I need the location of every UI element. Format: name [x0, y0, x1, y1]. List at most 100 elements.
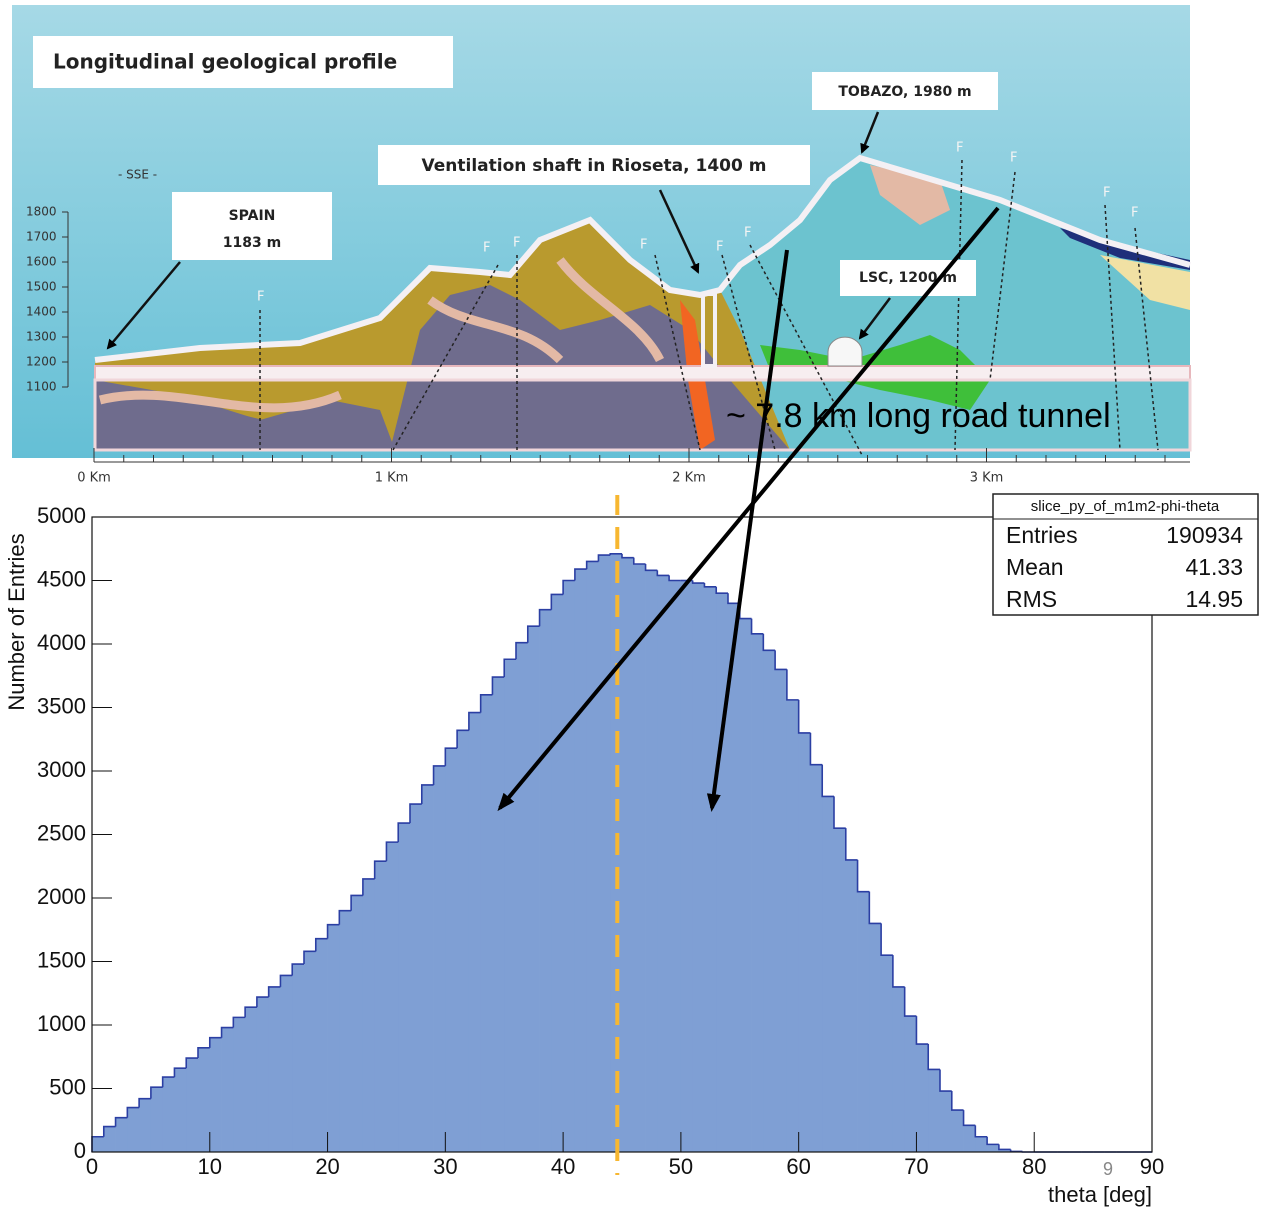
bar	[575, 569, 587, 1152]
y-tick-label: 5000	[37, 503, 86, 528]
bar	[822, 796, 834, 1152]
bar-edge	[704, 583, 716, 587]
bar-edge	[740, 603, 752, 618]
bar	[292, 964, 304, 1152]
bar-edge	[657, 570, 669, 575]
bar-edge	[1011, 1149, 1023, 1151]
bar-edge	[964, 1110, 976, 1125]
bar	[386, 842, 398, 1152]
bar	[222, 1028, 234, 1152]
bar	[104, 1127, 116, 1152]
bar	[657, 575, 669, 1152]
bar	[434, 766, 446, 1152]
bar	[280, 975, 292, 1152]
bar-edge	[858, 860, 870, 892]
bar	[210, 1038, 222, 1152]
y-tick-label: 500	[49, 1074, 86, 1099]
bar	[375, 861, 387, 1152]
x-tick-label: 10	[198, 1154, 222, 1179]
bar	[810, 765, 822, 1152]
bar	[398, 823, 410, 1152]
x-tick-label: 90	[1140, 1154, 1164, 1179]
bar	[587, 561, 599, 1152]
bar	[351, 895, 363, 1152]
bar-edge	[869, 892, 881, 924]
bar-edge	[810, 733, 822, 765]
bar	[928, 1069, 940, 1152]
bar	[457, 730, 469, 1152]
bar	[492, 677, 504, 1152]
bar	[257, 997, 269, 1152]
bar	[328, 925, 340, 1152]
bar	[799, 733, 811, 1152]
bar	[940, 1091, 952, 1152]
bar-edge	[799, 700, 811, 733]
y-tick-label: 4500	[37, 566, 86, 591]
bar	[116, 1118, 128, 1152]
bar	[740, 619, 752, 1152]
bar	[858, 892, 870, 1152]
bar	[834, 828, 846, 1152]
y-axis-title: Number of Entries	[4, 533, 29, 710]
y-tick-label: 2000	[37, 884, 86, 909]
bar-edge	[905, 987, 917, 1016]
bar	[233, 1017, 245, 1152]
bar	[363, 879, 375, 1152]
bar	[316, 939, 328, 1152]
bar	[304, 951, 316, 1152]
bar-edge	[622, 554, 634, 558]
bar-edge	[987, 1137, 999, 1145]
bar	[540, 610, 552, 1152]
bar	[516, 643, 528, 1152]
bar	[269, 987, 281, 1152]
x-tick-label: 60	[786, 1154, 810, 1179]
bar	[881, 955, 893, 1152]
x-tick-label: 0	[86, 1154, 98, 1179]
bar	[775, 669, 787, 1152]
bar	[681, 581, 693, 1153]
bar	[598, 555, 610, 1152]
bar	[528, 626, 540, 1152]
bar	[469, 713, 481, 1152]
bar	[846, 860, 858, 1152]
bar	[174, 1068, 186, 1152]
bar	[916, 1044, 928, 1152]
bar	[752, 634, 764, 1152]
bar-edge	[975, 1125, 987, 1136]
bar	[693, 583, 705, 1152]
x-tick-label: 40	[551, 1154, 575, 1179]
bar-edge	[881, 923, 893, 955]
x-tick-label: 20	[315, 1154, 339, 1179]
bar	[646, 570, 658, 1152]
bar-edge	[940, 1069, 952, 1091]
bar	[551, 594, 563, 1152]
histogram-chart: Number of Entries theta [deg] 9 05001000…	[0, 0, 1269, 1215]
bar	[504, 659, 516, 1152]
bar	[127, 1108, 139, 1152]
bar	[763, 650, 775, 1152]
bar	[704, 587, 716, 1152]
bar	[787, 700, 799, 1152]
bar-edge	[716, 587, 728, 593]
x-axis-title: theta [deg]	[1048, 1182, 1152, 1207]
bar	[186, 1058, 198, 1152]
bar	[481, 695, 493, 1152]
bar-edge	[646, 564, 658, 570]
y-tick-label: 3000	[37, 757, 86, 782]
bar-edge	[999, 1144, 1011, 1149]
bar-edge	[952, 1091, 964, 1110]
bar-edge	[775, 650, 787, 669]
page-number: 9	[1103, 1159, 1113, 1179]
bar-edge	[763, 634, 775, 651]
bar	[634, 564, 646, 1152]
bar-edge	[893, 955, 905, 987]
x-tick-label: 70	[904, 1154, 928, 1179]
bar	[163, 1077, 175, 1152]
bar-edge	[916, 1016, 928, 1044]
bar-edge	[728, 593, 740, 603]
y-tick-label: 4000	[37, 630, 86, 655]
bar	[622, 558, 634, 1152]
bar-edge	[693, 581, 705, 584]
bar	[716, 593, 728, 1152]
bar	[669, 581, 681, 1153]
